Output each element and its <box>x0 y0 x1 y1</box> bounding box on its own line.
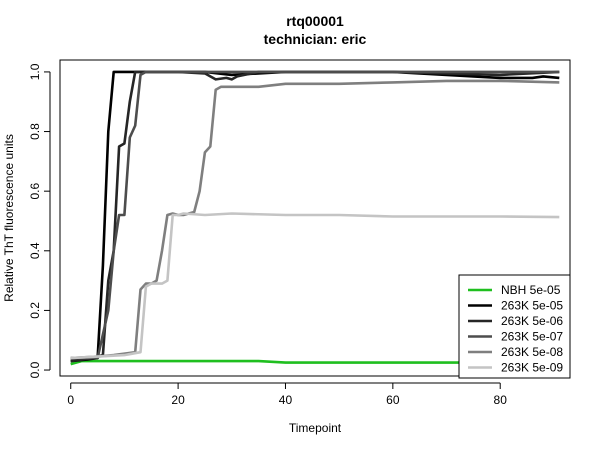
y-tick-label-2: 0.4 <box>28 242 42 259</box>
axes: 0 20 40 60 80 0.0 0.2 0.4 0.6 0.8 1.0 <box>28 63 507 407</box>
y-tick-label-3: 0.6 <box>28 183 42 200</box>
x-tick-label-1: 20 <box>171 393 185 407</box>
y-tick-label-5: 1.0 <box>28 63 42 80</box>
x-tick-label-2: 40 <box>279 393 293 407</box>
series-line-3 <box>70 70 560 360</box>
y-tick-label-0: 0.0 <box>28 361 42 378</box>
series-line-0 <box>70 359 560 366</box>
x-tick-label-3: 60 <box>386 393 400 407</box>
legend-label-2: 263K 5e-06 <box>501 314 563 328</box>
series-line-4 <box>70 79 560 360</box>
y-axis-label: Relative ThT fluorescence units <box>2 134 16 302</box>
legend-label-1: 263K 5e-05 <box>501 299 563 313</box>
plot-area <box>59 59 571 377</box>
legend-label-0: NBH 5e-05 <box>501 283 561 297</box>
plot-frame <box>59 59 571 377</box>
series-line-1 <box>70 70 560 363</box>
legend-box <box>458 274 571 379</box>
x-tick-label-4: 80 <box>494 393 508 407</box>
legend-label-5: 263K 5e-09 <box>501 361 563 375</box>
legend-label-4: 263K 5e-08 <box>501 345 563 359</box>
x-tick-label-0: 0 <box>67 393 74 407</box>
chart-title: rtq00001 <box>286 13 344 29</box>
x-axis-label: Timepoint <box>289 421 342 435</box>
series-line-5 <box>70 212 560 360</box>
legend-label-3: 263K 5e-07 <box>501 330 563 344</box>
y-tick-label-1: 0.2 <box>28 302 42 319</box>
chart-subtitle: technician: eric <box>264 31 367 47</box>
y-tick-label-4: 0.8 <box>28 123 42 140</box>
series-lines <box>70 70 560 366</box>
